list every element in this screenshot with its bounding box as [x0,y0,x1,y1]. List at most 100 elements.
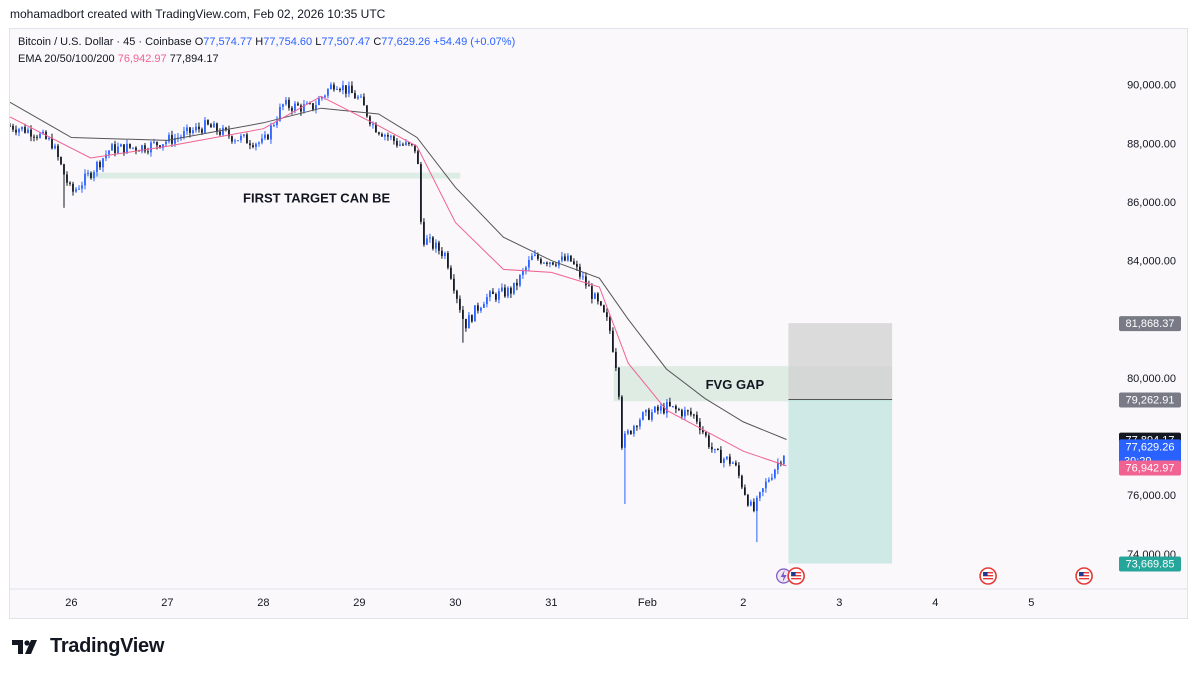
candle-body [489,291,491,298]
flag-stripe [791,578,802,580]
candle-body [48,138,50,140]
flag-stripe [1079,575,1090,577]
candle-body [237,140,239,142]
candle-body [576,264,578,267]
candle-body [761,488,764,493]
candle-body [429,237,431,239]
candle-body [504,287,506,297]
candle-body [243,134,245,136]
candle-body [270,125,272,140]
candle-body [713,448,716,450]
candle-body [402,144,404,146]
candle-body [249,143,251,146]
flag-stripe [1079,578,1090,580]
candle-body [318,98,320,106]
candle-body [276,120,278,126]
candle-body [300,105,302,112]
price-chart[interactable]: FIRST TARGET CAN BE FVG GAP 26 27 28 29 30 31 Fe… [10,29,1187,618]
ema-label[interactable]: EMA 20/50/100/200 [18,53,115,65]
candle-body [78,188,80,190]
candle-body [651,412,653,420]
candle-body [372,123,374,125]
candle-body [570,255,572,262]
candle-body [456,290,458,299]
candle-body [159,145,161,148]
candle-body [459,298,461,310]
candle-body [764,481,767,489]
candle-body [606,312,608,318]
candle-body [282,104,284,107]
ema50-value: 77,894.17 [169,53,219,65]
candle-body [731,462,734,464]
candle-body [435,242,437,249]
candle-body [432,237,434,249]
candle-body [288,99,290,108]
candle-body [528,260,530,268]
ema-legend[interactable]: EMA 20/50/100/200 76,942.97 77,894.17 [18,53,219,65]
candle-body [770,477,773,480]
candle-body [114,144,116,154]
candle-body [546,262,548,265]
flag-stripe [791,572,802,574]
candle-body [261,138,263,143]
candle-body [540,258,542,264]
candle-body [24,126,26,133]
target-price-label-text: 73,669.85 [1126,558,1175,570]
candle-body [63,164,65,175]
candle-body [285,99,287,105]
candle-body [618,367,620,397]
candle-body [93,172,95,179]
candle-body [447,253,449,268]
candle-body [666,402,668,414]
candle-body [525,267,527,271]
flag-stripe [791,575,802,577]
symbol-legend[interactable]: Bitcoin / U.S. Dollar · 45 · Coinbase O7… [18,36,515,48]
candle-body [126,143,128,154]
candle-body [147,151,149,153]
chart-panel[interactable]: FIRST TARGET CAN BE FVG GAP 26 27 28 29 30 31 Fe… [9,28,1188,619]
candle-body [21,126,23,130]
candle-body [752,501,755,511]
candle-body [594,293,596,299]
tradingview-logo-icon [12,639,37,654]
price-tick-label: 80,000.00 [1127,373,1176,385]
candle-body [755,497,758,511]
candle-body [201,129,203,133]
time-tick-label: 29 [353,597,365,609]
candle-body [255,143,257,148]
candle-body [591,286,593,299]
candle-body [603,305,605,313]
candle-body [657,406,659,411]
candle-body [633,426,635,435]
tradingview-logo[interactable]: TradingView [12,635,164,658]
candle-body [42,131,44,134]
entry-price-label-text: 79,262.91 [1126,395,1175,407]
price-tick-label: 86,000.00 [1127,197,1176,209]
symbol-title[interactable]: Bitcoin / U.S. Dollar · 45 · Coinbase [18,36,192,48]
candle-body [672,406,674,408]
stop-price-label [1119,316,1181,332]
candle-body [438,242,440,251]
candle-body [690,411,692,415]
last-price-label-text: 77,629.26 [1126,441,1175,453]
candle-body [360,96,362,98]
candle-body [495,294,497,300]
candle-body [273,125,275,127]
candle-body [366,105,368,117]
candle-body [582,276,584,278]
candle-body [174,138,176,144]
candle-body [426,238,428,245]
target-price-label [1119,556,1181,572]
low-value: 77,507.47 [321,36,371,48]
candle-body [60,157,62,165]
candle-body [639,419,641,427]
candle-body [96,161,98,173]
candle-body [642,412,644,420]
candle-body [57,145,59,158]
candle-body [746,494,749,506]
close-value: 77,629.26 [381,36,431,48]
candle-body [99,161,101,168]
target-zone [788,399,893,564]
candle-body [153,141,155,143]
candle-body [84,173,86,186]
